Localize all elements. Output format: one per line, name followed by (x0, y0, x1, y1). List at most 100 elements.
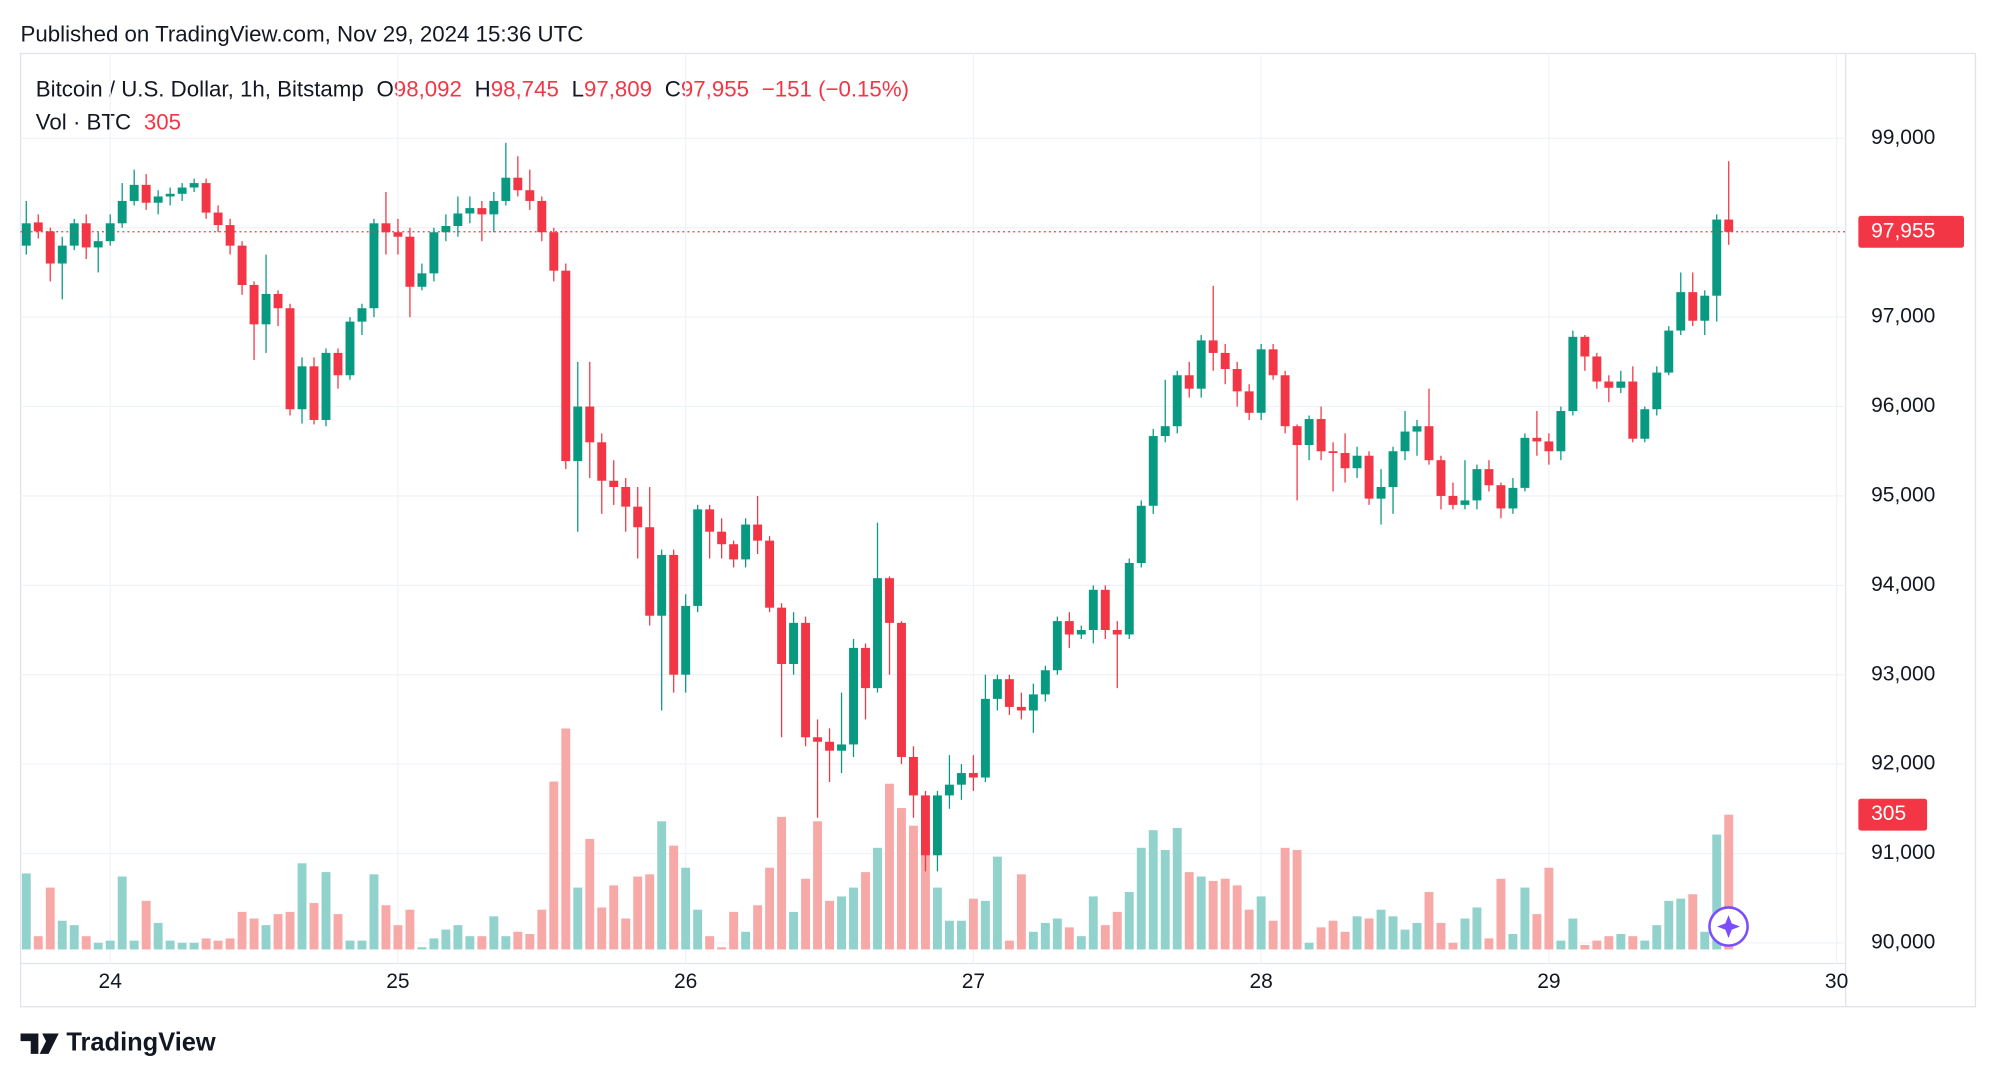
volume-bar (585, 838, 595, 950)
volume-legend-value: 305 (144, 109, 181, 134)
volume-bar (549, 781, 559, 950)
candle-body (801, 622, 811, 738)
last-volume-label: 305 (1871, 802, 1906, 825)
candle-body (597, 442, 607, 481)
volume-bar (1208, 880, 1218, 950)
volume-bar (1160, 850, 1170, 950)
candle-body (645, 527, 655, 616)
candle-body (105, 223, 115, 242)
last-price-label: 97,955 (1871, 219, 1935, 242)
volume-bar (1244, 909, 1254, 950)
candle-body (525, 190, 535, 201)
volume-bar (573, 887, 583, 950)
candle-body (1304, 419, 1314, 445)
y-tick-label: 95,000 (1871, 483, 1935, 506)
candle-body (189, 183, 199, 188)
candle-body (141, 184, 151, 203)
y-tick-label: 99,000 (1871, 126, 1935, 149)
volume-bar (921, 838, 930, 950)
candle-body (117, 200, 127, 224)
candle-body (1712, 219, 1722, 296)
candle-body (693, 509, 703, 606)
volume-bar (141, 900, 151, 950)
candle-body (897, 622, 906, 757)
candle-body (213, 212, 223, 226)
candle-body (1616, 381, 1626, 388)
candle-body (1004, 679, 1014, 707)
volume-bar (1724, 814, 1734, 950)
volume-bar (237, 911, 247, 950)
candle-body (1028, 694, 1038, 711)
volume-bar (1448, 942, 1458, 950)
volume-bar (1292, 850, 1302, 950)
candle-body (825, 741, 834, 751)
candle-body (1652, 372, 1662, 410)
candle-body (285, 308, 295, 410)
last-volume-tag (1858, 798, 1928, 831)
ohlc-legend: Bitcoin / U.S. Dollar, 1h, Bitstamp O98,0… (36, 76, 909, 101)
candle-body (1316, 419, 1326, 452)
volume-bar (405, 909, 415, 950)
candle-body (309, 366, 319, 420)
candle-body (465, 208, 475, 214)
y-tick-label: 97,000 (1871, 305, 1935, 328)
candle-body (1124, 562, 1134, 635)
volume-bar (633, 876, 643, 950)
candle-body (129, 184, 139, 201)
volume-bar (944, 920, 954, 950)
candle-body (1448, 495, 1458, 505)
candle-body (249, 284, 259, 325)
volume-bar (225, 938, 235, 950)
legend-value: 97,809 (584, 76, 652, 101)
volume-bar (309, 903, 319, 950)
candle-body (1688, 292, 1698, 321)
tradingview-logo-mark (20, 1033, 59, 1054)
candle-body (753, 524, 763, 541)
candle-body (621, 487, 631, 507)
x-tick-label: 27 (962, 970, 985, 993)
volume-bar (1316, 927, 1326, 950)
candle-body (1580, 336, 1590, 357)
volume-bar (813, 821, 823, 950)
volume-bar (1544, 867, 1554, 950)
legend-value: 98,745 (491, 76, 559, 101)
volume-bar (477, 936, 487, 950)
candle-body (153, 196, 163, 203)
x-tick-label: 29 (1537, 970, 1560, 993)
volume-bar (1664, 900, 1674, 950)
volume-bar (1052, 918, 1062, 950)
candle-body (705, 509, 715, 532)
candle-body (729, 544, 739, 560)
candle-body (1244, 391, 1254, 413)
volume-bar (1592, 940, 1602, 950)
candle-body (1376, 487, 1386, 499)
volume-bar (681, 867, 691, 950)
candle-body (165, 193, 175, 197)
candle-body (441, 225, 451, 233)
candle-body (633, 506, 643, 528)
volume-bar (1256, 896, 1266, 950)
y-tick-label: 91,000 (1871, 841, 1935, 864)
volume-bar (249, 918, 259, 950)
volume-bar (932, 887, 942, 950)
candle-body (1676, 292, 1686, 331)
candle-body (381, 223, 391, 233)
candle-body (765, 540, 775, 608)
candle-body (1256, 349, 1266, 413)
volume-bar (1556, 940, 1566, 950)
candle-body (1568, 336, 1578, 412)
candle-body (813, 737, 823, 742)
volume-bar (153, 922, 163, 950)
volume-bar (1688, 894, 1698, 950)
volume-bar (1604, 936, 1614, 950)
volume-bar (645, 874, 655, 950)
volume-bar (873, 847, 882, 950)
candle-body (297, 366, 307, 410)
volume-bar (1508, 933, 1518, 950)
volume-bar (57, 920, 67, 950)
candle-body (57, 245, 67, 264)
volume-bar (21, 873, 31, 950)
volume-bar (345, 940, 355, 950)
